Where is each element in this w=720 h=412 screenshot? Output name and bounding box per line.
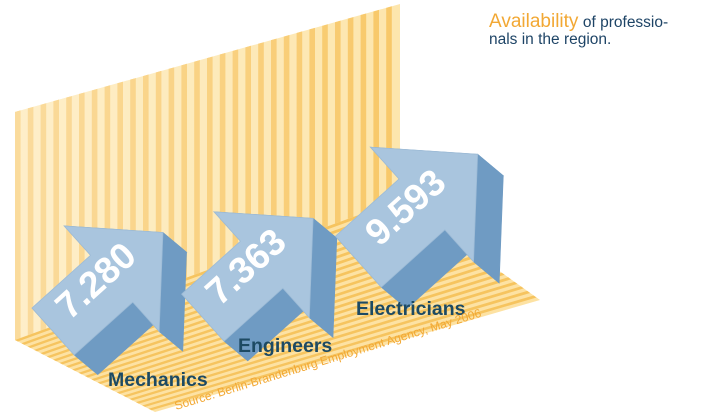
floor-stripe — [129, 281, 518, 401]
title-rest-line2: nals in the region. — [489, 30, 612, 48]
title-rest-line1: of professio- — [582, 14, 669, 31]
category-label: Electricians — [356, 298, 466, 320]
title-highlight: Availability — [489, 11, 579, 32]
arrow-bar — [181, 211, 314, 342]
arrow-engineers: 7.363 — [181, 211, 338, 362]
arrow-bar — [334, 146, 479, 288]
chart-title: Availability of professio- nals in the r… — [489, 12, 714, 49]
floor-stripe — [123, 277, 512, 398]
floor-stripe — [142, 290, 531, 407]
floor-stripe — [135, 286, 524, 404]
category-label: Engineers — [238, 335, 332, 357]
arrow-mechanics: 7.280 — [31, 225, 188, 376]
category-label: Mechanics — [108, 369, 208, 391]
arrow-bar — [31, 225, 164, 356]
floor-stripe — [148, 295, 537, 411]
